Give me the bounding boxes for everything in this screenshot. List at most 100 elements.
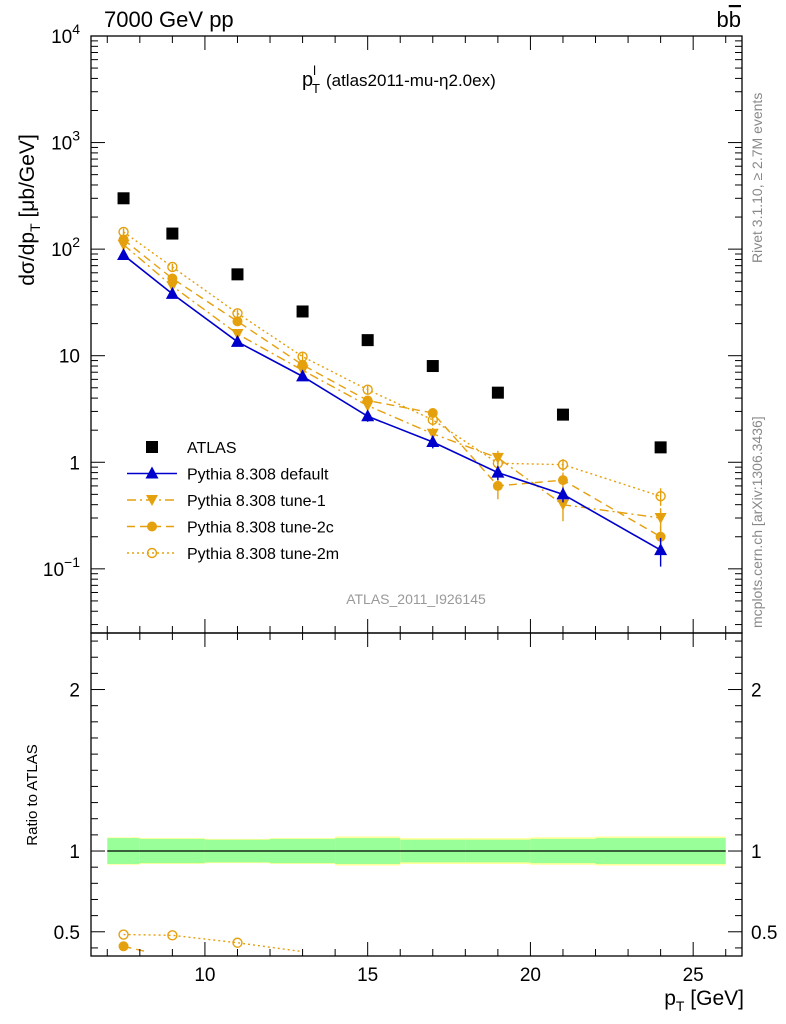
ratio-uncertainty-bands — [107, 836, 726, 866]
data-point — [492, 480, 503, 491]
data-point — [296, 305, 309, 318]
legend-marker — [147, 521, 157, 532]
data-point — [117, 192, 130, 205]
ratio-y-tick-label-left: 0.5 — [54, 923, 80, 944]
plot-title: pl T (atlas2011-mu-η2.0ex) — [302, 63, 496, 96]
series-pythia-8-308-tune-2m — [118, 226, 666, 506]
xlabel-b: [GeV] — [684, 987, 744, 1010]
legend-item-pythia-8-308-tune-2m: Pythia 8.308 tune-2m — [127, 546, 339, 563]
x-tick-label: 10 — [194, 965, 215, 986]
data-point — [166, 227, 179, 240]
legend-label: Pythia 8.308 tune-2m — [187, 546, 339, 563]
data-point — [361, 400, 374, 412]
ratio-point — [118, 929, 129, 940]
series-pythia-8-308-default — [117, 248, 668, 567]
legend-marker — [145, 466, 159, 479]
main-y-tick-label-mantissa: 10 — [51, 134, 72, 155]
ratio-point — [167, 930, 178, 941]
ratio-frame — [90, 632, 743, 957]
legend-item-pythia-8-308-tune-2c: Pythia 8.308 tune-2c — [127, 520, 334, 537]
data-point — [117, 239, 130, 251]
data-point — [427, 407, 438, 418]
plot-title-sub: T — [312, 81, 320, 96]
data-point — [556, 499, 569, 511]
main-y-tick-label: 104 — [51, 21, 80, 48]
legend: ATLAS Pythia 8.308 default Pythia 8.308 tu… — [127, 440, 339, 563]
main-ylabel: dσ/dpT [μb/GeV] — [16, 134, 43, 286]
main-y-tick-label-mantissa: 1 — [69, 453, 80, 474]
data-point — [426, 428, 439, 440]
data-point — [491, 465, 505, 478]
main-y-tick-label: 10 — [59, 347, 80, 368]
ratio-y-tick-label-right: 1 — [751, 842, 762, 863]
collision-label: 7000 GeV pp — [104, 7, 234, 32]
main-y-tick-label-mantissa: 10 — [51, 240, 72, 261]
data-point — [655, 531, 666, 542]
plot-title-note: (atlas2011-mu-η2.0ex) — [326, 71, 496, 90]
legend-item-atlas: ATLAS — [146, 440, 237, 457]
mcplots-reference-text: mcplots.cern.ch [arXiv:1306.3436] — [749, 416, 765, 628]
data-point — [557, 475, 568, 486]
main-y-tick-label-mantissa: 10 — [51, 27, 72, 48]
main-ylabel-b: [μb/GeV] — [16, 134, 39, 223]
ratio-y-tick-label-right: 2 — [751, 681, 762, 702]
data-point — [556, 408, 569, 421]
data-point — [117, 248, 131, 261]
data-point — [231, 268, 244, 281]
main-y-tick-label: 1 — [69, 453, 80, 474]
data-point — [654, 441, 667, 454]
data-point — [426, 434, 440, 447]
data-point — [654, 512, 667, 524]
ratio-y-tick-label-left: 2 — [69, 681, 80, 702]
data-point — [654, 543, 668, 556]
plot-title-sup: l — [313, 63, 316, 78]
main-series-layer — [117, 192, 668, 567]
legend-marker — [146, 547, 158, 559]
analysis-watermark: ATLAS_2011_I926145 — [346, 591, 486, 607]
data-point — [361, 334, 374, 347]
main-y-tick-label: 10−1 — [43, 554, 80, 581]
data-point — [655, 491, 666, 502]
data-point — [165, 286, 179, 299]
legend-label: ATLAS — [187, 440, 237, 457]
plot-title-main: p — [302, 69, 313, 91]
main-y-tick-label: 103 — [51, 128, 80, 155]
x-tick-label: 15 — [357, 965, 378, 986]
main-y-tick-label: 102 — [51, 234, 80, 261]
xlabel-sub: T — [676, 998, 685, 1014]
main-y-tick-label-exponent: 3 — [72, 128, 80, 144]
rivet-version-text: Rivet 3.1.10, ≥ 2.7M events — [749, 93, 765, 263]
data-point — [232, 316, 243, 327]
ratio-point — [118, 941, 129, 952]
data-point — [491, 452, 504, 464]
data-point — [296, 369, 310, 382]
data-point — [426, 360, 439, 373]
ratio-series-pythia-8-308-tune-2c — [118, 941, 147, 953]
legend-label: Pythia 8.308 default — [187, 467, 329, 484]
main-frame — [90, 35, 743, 634]
main-ylabel-sub: T — [27, 223, 43, 232]
xlabel: pT [GeV] — [664, 987, 744, 1014]
ratio-point — [232, 937, 243, 948]
x-tick-label: 20 — [520, 965, 541, 986]
data-point — [167, 261, 178, 273]
series-atlas — [117, 192, 667, 454]
data-point — [362, 384, 373, 395]
ratio-y-tick-label-left: 1 — [69, 842, 80, 863]
main-ylabel-a: dσ/dp — [16, 232, 39, 286]
legend-label: Pythia 8.308 tune-2c — [187, 520, 334, 537]
data-point — [167, 273, 178, 284]
ratio-series-pythia-8-308-tune-2m — [118, 929, 303, 953]
main-y-tick-label-exponent: 2 — [72, 234, 80, 250]
process-label: bb — [717, 7, 742, 32]
main-y-tick-label-mantissa: 10 — [43, 560, 64, 581]
ratio-y-tick-label-right: 0.5 — [751, 923, 777, 944]
data-point — [557, 459, 569, 470]
ratio-ylabel: Ratio to ATLAS — [24, 744, 41, 845]
legend-label: Pythia 8.308 tune-1 — [187, 493, 326, 510]
data-point — [491, 386, 504, 399]
xlabel-a: p — [664, 987, 676, 1010]
legend-marker — [146, 441, 158, 453]
legend-item-pythia-8-308-default: Pythia 8.308 default — [127, 466, 329, 484]
